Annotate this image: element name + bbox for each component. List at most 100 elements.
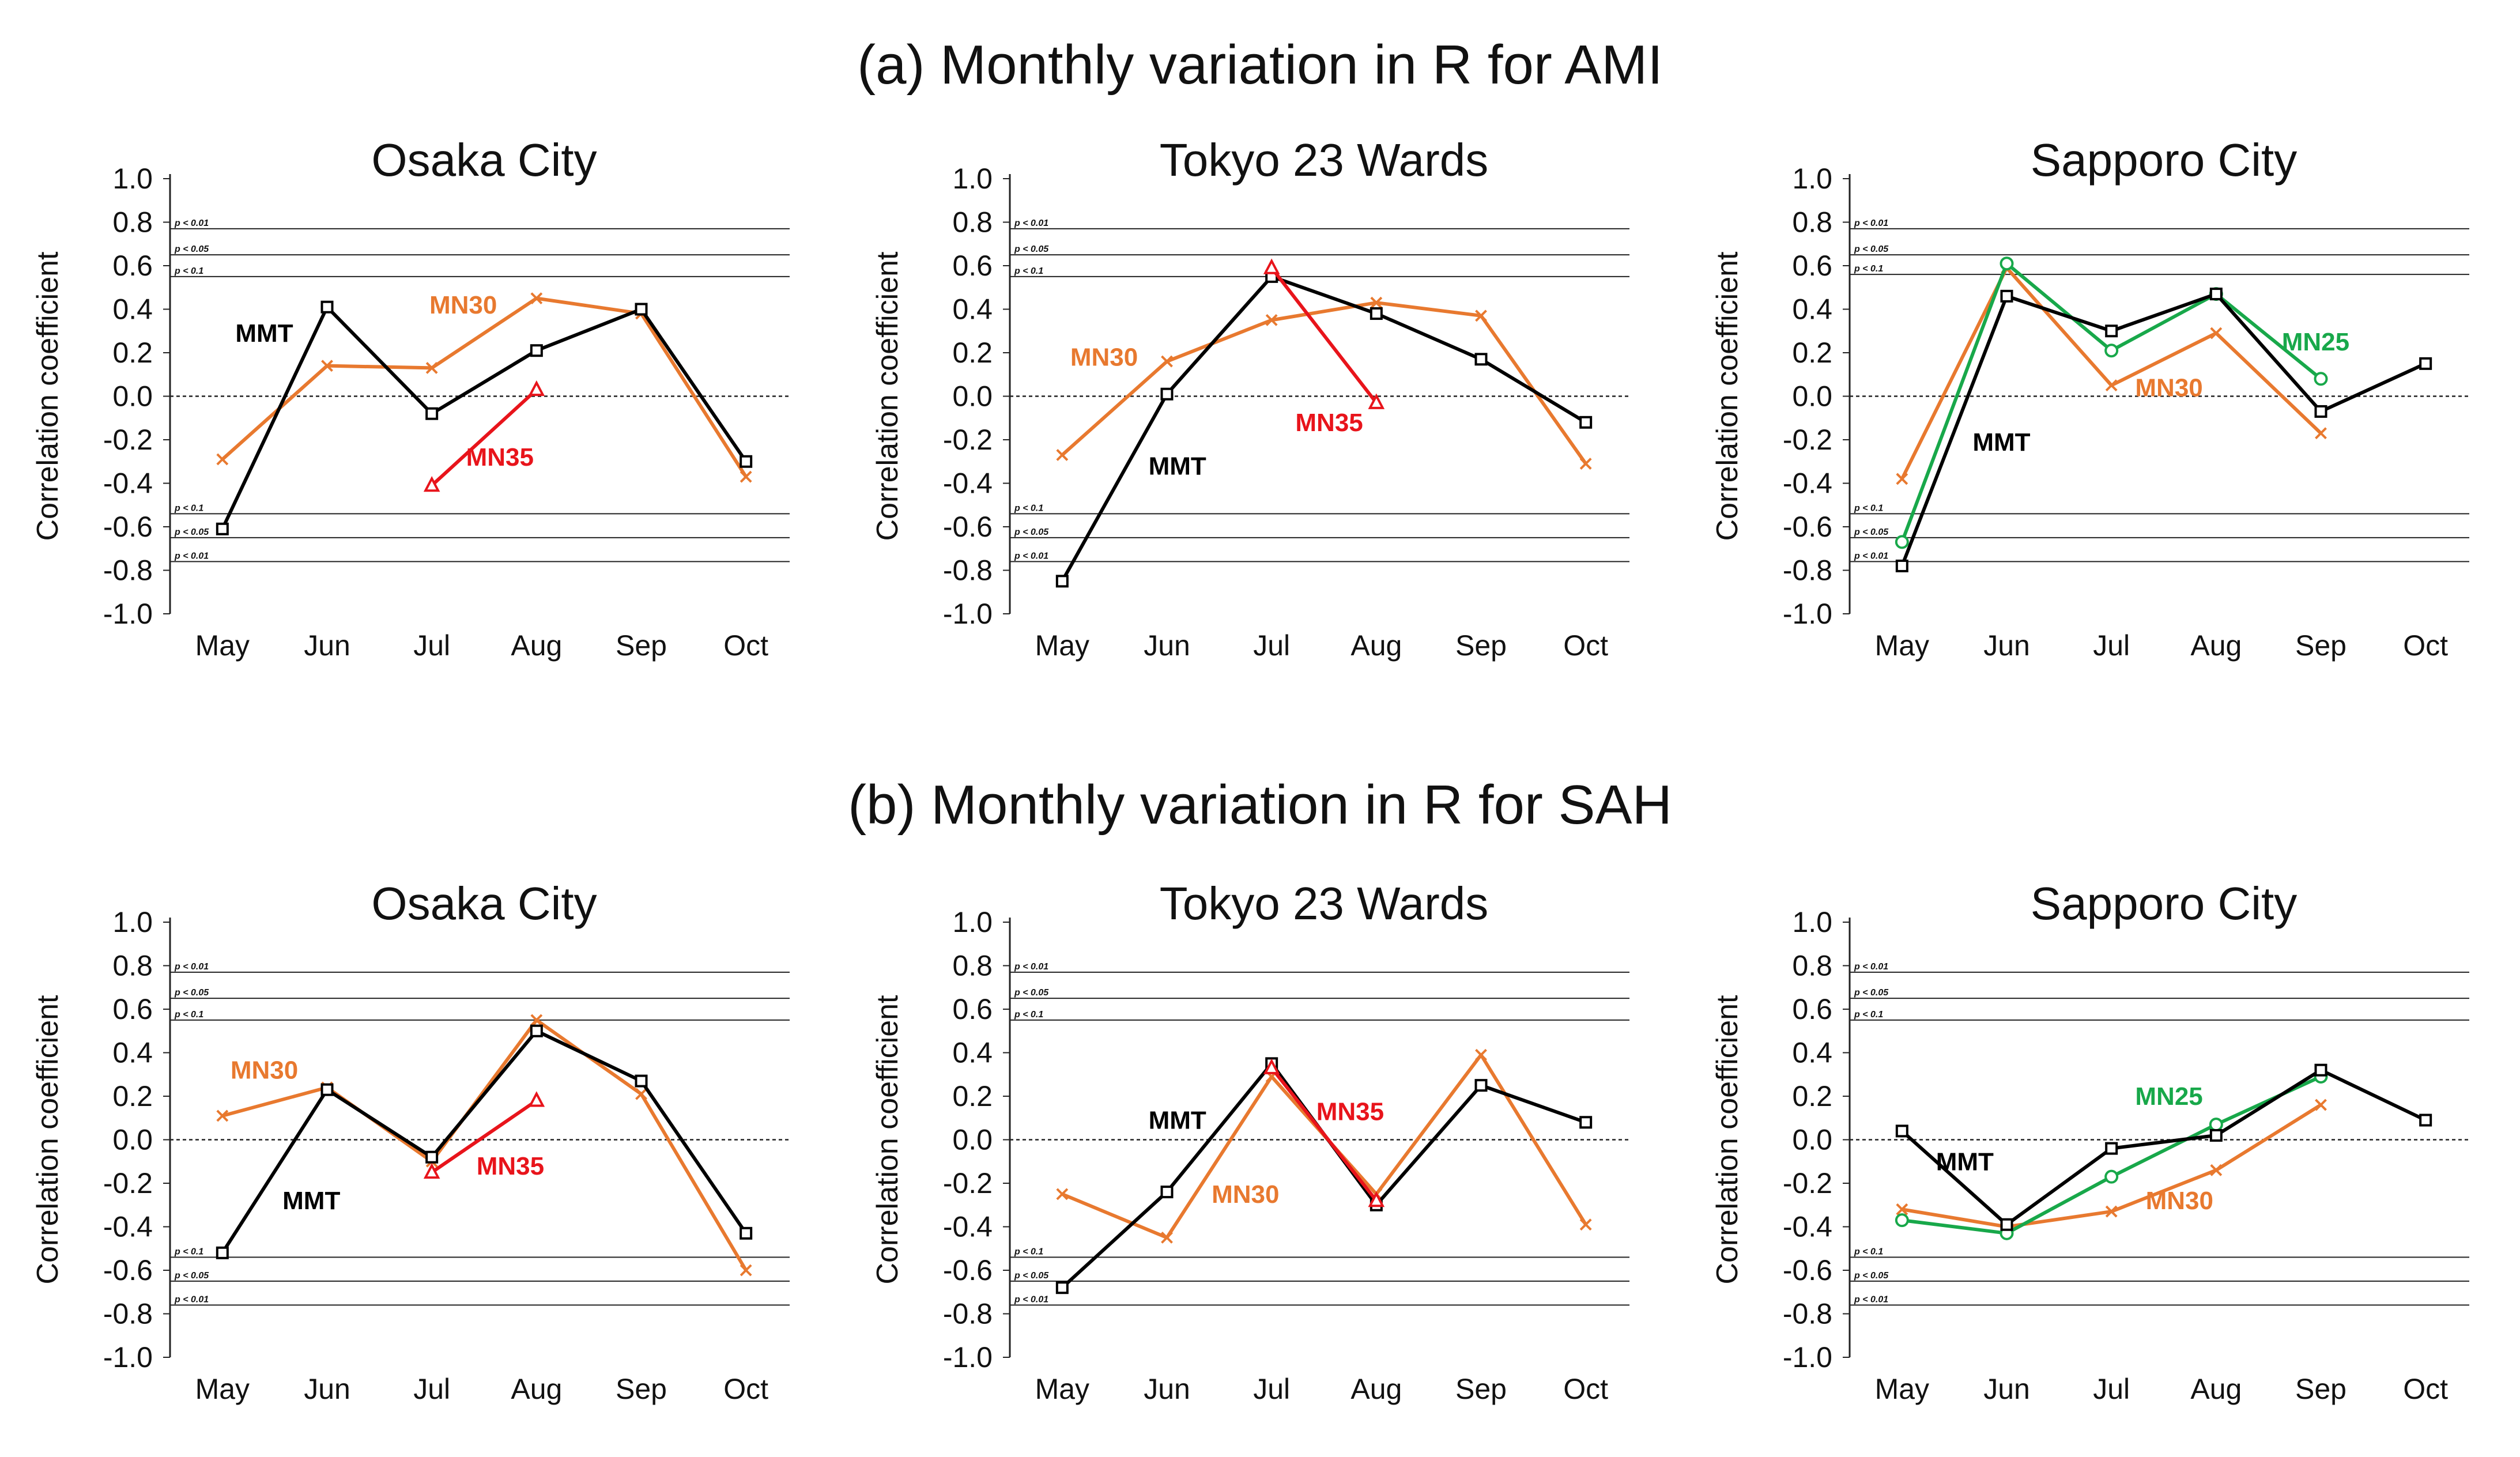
series-label-mn25: MN25 bbox=[2135, 1082, 2202, 1111]
data-point-mn30 bbox=[425, 362, 438, 374]
y-tick-label: -0.2 bbox=[1783, 424, 1832, 456]
significance-label: p < 0.01 bbox=[1854, 218, 1888, 228]
data-point-mn25 bbox=[1895, 1213, 1909, 1228]
y-tick-label: 0.2 bbox=[112, 1080, 153, 1112]
y-axis-label: Correlation coefficient bbox=[1711, 251, 1744, 541]
significance-label: p < 0.1 bbox=[174, 503, 203, 513]
x-tick-label: Jul bbox=[413, 1373, 450, 1405]
y-tick-label: 1.0 bbox=[1792, 906, 1832, 938]
significance-label: p < 0.05 bbox=[1014, 244, 1049, 254]
y-tick-label: 0.0 bbox=[1792, 380, 1832, 413]
data-point-mn30 bbox=[2210, 1164, 2223, 1176]
y-tick-label: 0.6 bbox=[1792, 993, 1832, 1025]
chart-title: Sapporo City bbox=[2031, 134, 2297, 186]
y-tick-label: -0.4 bbox=[103, 1211, 153, 1243]
data-point-mmt bbox=[2209, 1128, 2223, 1142]
series-label-mn25: MN25 bbox=[2282, 328, 2349, 356]
chart-title: Tokyo 23 Wards bbox=[1160, 878, 1489, 929]
data-point-mn30 bbox=[1161, 1231, 1173, 1244]
series-label-mmt: MMT bbox=[235, 319, 293, 348]
data-point-mmt bbox=[320, 1083, 334, 1096]
series-label-mmt: MMT bbox=[1936, 1148, 1994, 1176]
y-tick-label: -0.8 bbox=[103, 1298, 153, 1330]
data-point-mn35 bbox=[1368, 1191, 1385, 1207]
y-tick-label: 0.4 bbox=[1792, 293, 1832, 326]
data-point-mmt bbox=[2419, 1113, 2432, 1127]
y-tick-label: 1.0 bbox=[952, 906, 993, 938]
series-line-mn30 bbox=[221, 296, 748, 478]
x-tick-label: Sep bbox=[2295, 1373, 2347, 1405]
chart-panel-ami-sapporo: Sapporo City Correlation coefficient 1.0 0.… bbox=[1680, 133, 2520, 686]
series-label-mn35: MN35 bbox=[466, 443, 534, 471]
data-point-mn25 bbox=[2104, 1169, 2119, 1184]
x-tick-label: Jul bbox=[1253, 629, 1290, 662]
y-tick-label: 0.2 bbox=[1792, 337, 1832, 369]
y-tick-label: -0.2 bbox=[103, 424, 153, 456]
y-tick-label: 0.0 bbox=[952, 380, 993, 413]
series-label-mn35: MN35 bbox=[1295, 409, 1363, 437]
series-label-mn35: MN35 bbox=[1316, 1097, 1384, 1126]
significance-label: p < 0.1 bbox=[1014, 1247, 1043, 1256]
y-axis-label: Correlation coefficient bbox=[871, 251, 904, 541]
significance-label: p < 0.1 bbox=[1854, 264, 1883, 274]
y-axis-label: Correlation coefficient bbox=[31, 995, 65, 1285]
significance-label: p < 0.01 bbox=[174, 551, 209, 561]
y-tick-label: 0.6 bbox=[952, 993, 993, 1025]
data-point-mn30 bbox=[2315, 1099, 2327, 1111]
data-point-mn30 bbox=[1161, 355, 1173, 368]
data-point-mn30 bbox=[740, 470, 752, 483]
series-label-mmt: MMT bbox=[1149, 452, 1206, 480]
data-point-mn30 bbox=[216, 453, 229, 466]
significance-label: p < 0.1 bbox=[1014, 266, 1043, 276]
y-tick-label: -0.4 bbox=[1783, 1211, 1832, 1243]
data-point-mmt bbox=[216, 1246, 229, 1259]
x-tick-label: Oct bbox=[2403, 1373, 2448, 1405]
significance-label: p < 0.05 bbox=[174, 988, 209, 998]
data-point-mn30 bbox=[1579, 458, 1592, 470]
data-point-mmt bbox=[1895, 559, 1908, 572]
x-tick-label: Jun bbox=[1983, 629, 2030, 662]
y-tick-label: 0.6 bbox=[112, 250, 153, 282]
x-tick-label: Aug bbox=[1350, 1373, 1402, 1405]
x-tick-label: Jun bbox=[1144, 1373, 1190, 1405]
y-tick-label: 0.2 bbox=[112, 337, 153, 369]
series-label-mn30: MN30 bbox=[1070, 344, 1138, 372]
x-tick-label: Oct bbox=[1563, 1373, 1608, 1405]
significance-label: p < 0.1 bbox=[1854, 1010, 1883, 1020]
data-point-mmt bbox=[1160, 1186, 1174, 1199]
significance-label: p < 0.05 bbox=[1014, 1271, 1049, 1281]
y-tick-label: -1.0 bbox=[943, 1341, 993, 1373]
x-tick-label: Sep bbox=[616, 1373, 667, 1405]
y-tick-label: -0.8 bbox=[1783, 1298, 1832, 1330]
y-tick-label: 0.8 bbox=[1792, 206, 1832, 239]
x-tick-label: Oct bbox=[723, 1373, 768, 1405]
significance-label: p < 0.01 bbox=[1014, 218, 1048, 228]
data-point-mmt bbox=[2000, 1218, 2013, 1231]
significance-label: p < 0.1 bbox=[1014, 503, 1043, 513]
data-point-mn25 bbox=[2209, 1118, 2223, 1132]
y-tick-label: 0.4 bbox=[112, 1037, 153, 1069]
chart-title: Osaka City bbox=[371, 134, 597, 186]
y-axis-label: Correlation coefficient bbox=[1711, 995, 1744, 1285]
x-tick-label: Sep bbox=[1455, 1373, 1507, 1405]
data-point-mn30 bbox=[1896, 1203, 1908, 1216]
significance-label: p < 0.05 bbox=[1854, 1271, 1889, 1281]
data-point-mn35 bbox=[423, 1162, 440, 1179]
data-point-mn35 bbox=[1263, 258, 1280, 274]
y-tick-label: -0.6 bbox=[103, 1254, 153, 1286]
data-point-mn30 bbox=[2315, 427, 2327, 440]
series-line-mmt bbox=[1900, 292, 2427, 567]
significance-label: p < 0.01 bbox=[1014, 962, 1048, 972]
significance-label: p < 0.05 bbox=[174, 244, 209, 254]
y-tick-label: 0.4 bbox=[952, 1037, 993, 1069]
data-point-mmt bbox=[2105, 1142, 2118, 1155]
data-point-mmt bbox=[425, 407, 439, 420]
significance-label: p < 0.01 bbox=[174, 962, 209, 972]
chart-panel-sah-tokyo: Tokyo 23 Wards Correlation coefficient 1.0… bbox=[840, 876, 1680, 1429]
chart-title: Tokyo 23 Wards bbox=[1160, 134, 1489, 186]
data-point-mn25 bbox=[1895, 535, 1909, 549]
x-tick-label: Aug bbox=[2190, 1373, 2242, 1405]
chart-svg: Sapporo City Correlation coefficient 1.0 0.… bbox=[1711, 878, 2469, 1405]
data-point-mmt bbox=[2419, 357, 2432, 370]
x-tick-label: Sep bbox=[2295, 629, 2347, 662]
